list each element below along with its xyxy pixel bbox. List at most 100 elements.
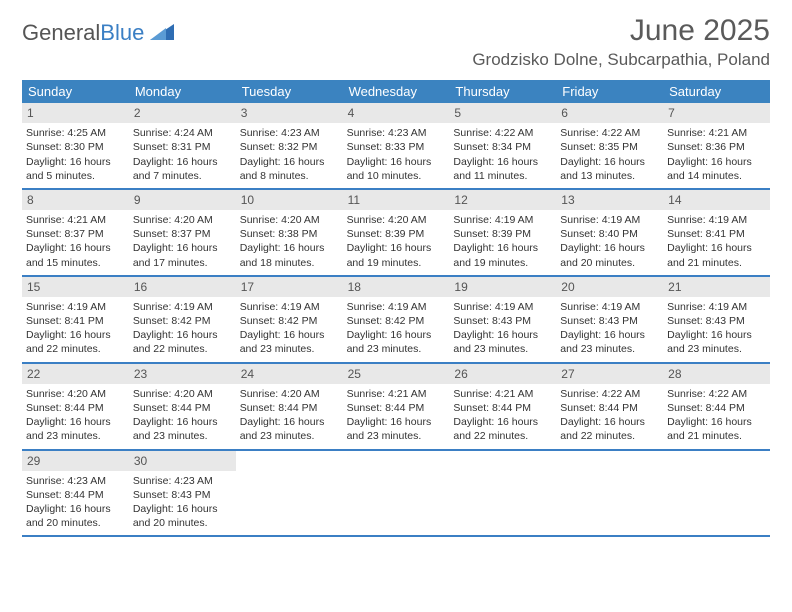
week-row: 22Sunrise: 4:20 AMSunset: 8:44 PMDayligh… — [22, 364, 770, 451]
sunrise-line: Sunrise: 4:22 AM — [667, 387, 766, 401]
day-cell: 7Sunrise: 4:21 AMSunset: 8:36 PMDaylight… — [663, 103, 770, 188]
sunset-line: Sunset: 8:41 PM — [26, 314, 125, 328]
sunrise-line: Sunrise: 4:20 AM — [240, 213, 339, 227]
day-cell: 25 Sunrise: 4:21 AMSunset: 8:44 PMDayligh… — [343, 364, 450, 449]
day-number: 12 — [449, 190, 556, 210]
empty-cell — [343, 451, 450, 536]
daylight-line: Daylight: 16 hours and 23 minutes. — [560, 328, 659, 356]
day-number: 25 — [343, 364, 450, 384]
daylight-line: Daylight: 16 hours and 8 minutes. — [240, 155, 339, 183]
sunrise-line: Sunrise: 4:20 AM — [133, 213, 232, 227]
day-number: 17 — [236, 277, 343, 297]
empty-cell — [663, 451, 770, 536]
sunrise-line: Sunrise: 4:19 AM — [347, 300, 446, 314]
day-number: 28 — [663, 364, 770, 384]
daylight-line: Daylight: 16 hours and 22 minutes. — [453, 415, 552, 443]
day-cell: 27Sunrise: 4:22 AMSunset: 8:44 PMDayligh… — [556, 364, 663, 449]
sunset-line: Sunset: 8:43 PM — [560, 314, 659, 328]
week-row: 15Sunrise: 4:19 AMSunset: 8:41 PMDayligh… — [22, 277, 770, 364]
day-cell: 12Sunrise: 4:19 AMSunset: 8:39 PMDayligh… — [449, 190, 556, 275]
sunset-line: Sunset: 8:44 PM — [347, 401, 446, 415]
sunset-line: Sunset: 8:34 PM — [453, 140, 552, 154]
sunrise-line: Sunrise: 4:19 AM — [453, 213, 552, 227]
sunrise-line: Sunrise: 4:22 AM — [560, 126, 659, 140]
day-cell: 11Sunrise: 4:20 AMSunset: 8:39 PMDayligh… — [343, 190, 450, 275]
sunset-line: Sunset: 8:39 PM — [347, 227, 446, 241]
day-cell: 18Sunrise: 4:19 AMSunset: 8:42 PMDayligh… — [343, 277, 450, 362]
sunrise-line: Sunrise: 4:21 AM — [453, 387, 552, 401]
sunrise-line: Sunrise: 4:19 AM — [667, 300, 766, 314]
header: GeneralBlue June 2025 Grodzisko Dolne, S… — [22, 14, 770, 70]
day-cell: 26Sunrise: 4:21 AMSunset: 8:44 PMDayligh… — [449, 364, 556, 449]
daylight-line: Daylight: 16 hours and 23 minutes. — [133, 415, 232, 443]
sunset-line: Sunset: 8:42 PM — [240, 314, 339, 328]
daylight-line: Daylight: 16 hours and 11 minutes. — [453, 155, 552, 183]
day-cell: 5Sunrise: 4:22 AMSunset: 8:34 PMDaylight… — [449, 103, 556, 188]
daylight-line: Daylight: 16 hours and 21 minutes. — [667, 415, 766, 443]
sunrise-line: Sunrise: 4:19 AM — [26, 300, 125, 314]
week-row: 1Sunrise: 4:25 AMSunset: 8:30 PMDaylight… — [22, 103, 770, 190]
day-number: 27 — [556, 364, 663, 384]
day-number: 2 — [129, 103, 236, 123]
sunset-line: Sunset: 8:41 PM — [667, 227, 766, 241]
day-cell: 19Sunrise: 4:19 AMSunset: 8:43 PMDayligh… — [449, 277, 556, 362]
day-number: 5 — [449, 103, 556, 123]
day-number: 15 — [22, 277, 129, 297]
sunset-line: Sunset: 8:30 PM — [26, 140, 125, 154]
day-header-cell: Monday — [129, 80, 236, 103]
sunrise-line: Sunrise: 4:21 AM — [667, 126, 766, 140]
daylight-line: Daylight: 16 hours and 20 minutes. — [133, 502, 232, 530]
title-block: June 2025 Grodzisko Dolne, Subcarpathia,… — [472, 14, 770, 70]
sunset-line: Sunset: 8:42 PM — [133, 314, 232, 328]
sunset-line: Sunset: 8:35 PM — [560, 140, 659, 154]
day-number: 18 — [343, 277, 450, 297]
sunset-line: Sunset: 8:44 PM — [240, 401, 339, 415]
day-number: 7 — [663, 103, 770, 123]
sunrise-line: Sunrise: 4:23 AM — [26, 474, 125, 488]
daylight-line: Daylight: 16 hours and 7 minutes. — [133, 155, 232, 183]
sunrise-line: Sunrise: 4:25 AM — [26, 126, 125, 140]
day-cell: 1Sunrise: 4:25 AMSunset: 8:30 PMDaylight… — [22, 103, 129, 188]
sunrise-line: Sunrise: 4:21 AM — [347, 387, 446, 401]
day-cell: 23Sunrise: 4:20 AMSunset: 8:44 PMDayligh… — [129, 364, 236, 449]
sunrise-line: Sunrise: 4:19 AM — [240, 300, 339, 314]
sunset-line: Sunset: 8:42 PM — [347, 314, 446, 328]
sunset-line: Sunset: 8:33 PM — [347, 140, 446, 154]
daylight-line: Daylight: 16 hours and 13 minutes. — [560, 155, 659, 183]
day-cell: 29Sunrise: 4:23 AMSunset: 8:44 PMDayligh… — [22, 451, 129, 536]
daylight-line: Daylight: 16 hours and 22 minutes. — [133, 328, 232, 356]
day-number: 22 — [22, 364, 129, 384]
week-row: 8Sunrise: 4:21 AMSunset: 8:37 PMDaylight… — [22, 190, 770, 277]
day-header-cell: Saturday — [663, 80, 770, 103]
sunrise-line: Sunrise: 4:23 AM — [240, 126, 339, 140]
sunset-line: Sunset: 8:43 PM — [667, 314, 766, 328]
daylight-line: Daylight: 16 hours and 23 minutes. — [453, 328, 552, 356]
daylight-line: Daylight: 16 hours and 22 minutes. — [26, 328, 125, 356]
day-cell: 30 Sunrise: 4:23 AMSunset: 8:43 PMDayligh… — [129, 451, 236, 536]
daylight-line: Daylight: 16 hours and 19 minutes. — [347, 241, 446, 269]
sunrise-line: Sunrise: 4:19 AM — [667, 213, 766, 227]
day-cell: 17Sunrise: 4:19 AMSunset: 8:42 PMDayligh… — [236, 277, 343, 362]
day-number: 20 — [556, 277, 663, 297]
day-number: 30 — [129, 451, 236, 471]
sunrise-line: Sunrise: 4:19 AM — [560, 213, 659, 227]
empty-cell — [556, 451, 663, 536]
sunset-line: Sunset: 8:44 PM — [26, 401, 125, 415]
sunrise-line: Sunrise: 4:23 AM — [133, 474, 232, 488]
empty-cell — [449, 451, 556, 536]
sunset-line: Sunset: 8:40 PM — [560, 227, 659, 241]
daylight-line: Daylight: 16 hours and 23 minutes. — [26, 415, 125, 443]
day-number: 4 — [343, 103, 450, 123]
day-number: 29 — [22, 451, 129, 471]
day-cell: 9Sunrise: 4:20 AMSunset: 8:37 PMDaylight… — [129, 190, 236, 275]
sunset-line: Sunset: 8:44 PM — [26, 488, 125, 502]
sunset-line: Sunset: 8:43 PM — [133, 488, 232, 502]
day-number: 23 — [129, 364, 236, 384]
day-cell: 13Sunrise: 4:19 AMSunset: 8:40 PMDayligh… — [556, 190, 663, 275]
daylight-line: Daylight: 16 hours and 23 minutes. — [347, 415, 446, 443]
day-cell: 10Sunrise: 4:20 AMSunset: 8:38 PMDayligh… — [236, 190, 343, 275]
day-header-cell: Wednesday — [343, 80, 450, 103]
day-header-cell: Tuesday — [236, 80, 343, 103]
sunset-line: Sunset: 8:44 PM — [453, 401, 552, 415]
day-header-cell: Sunday — [22, 80, 129, 103]
